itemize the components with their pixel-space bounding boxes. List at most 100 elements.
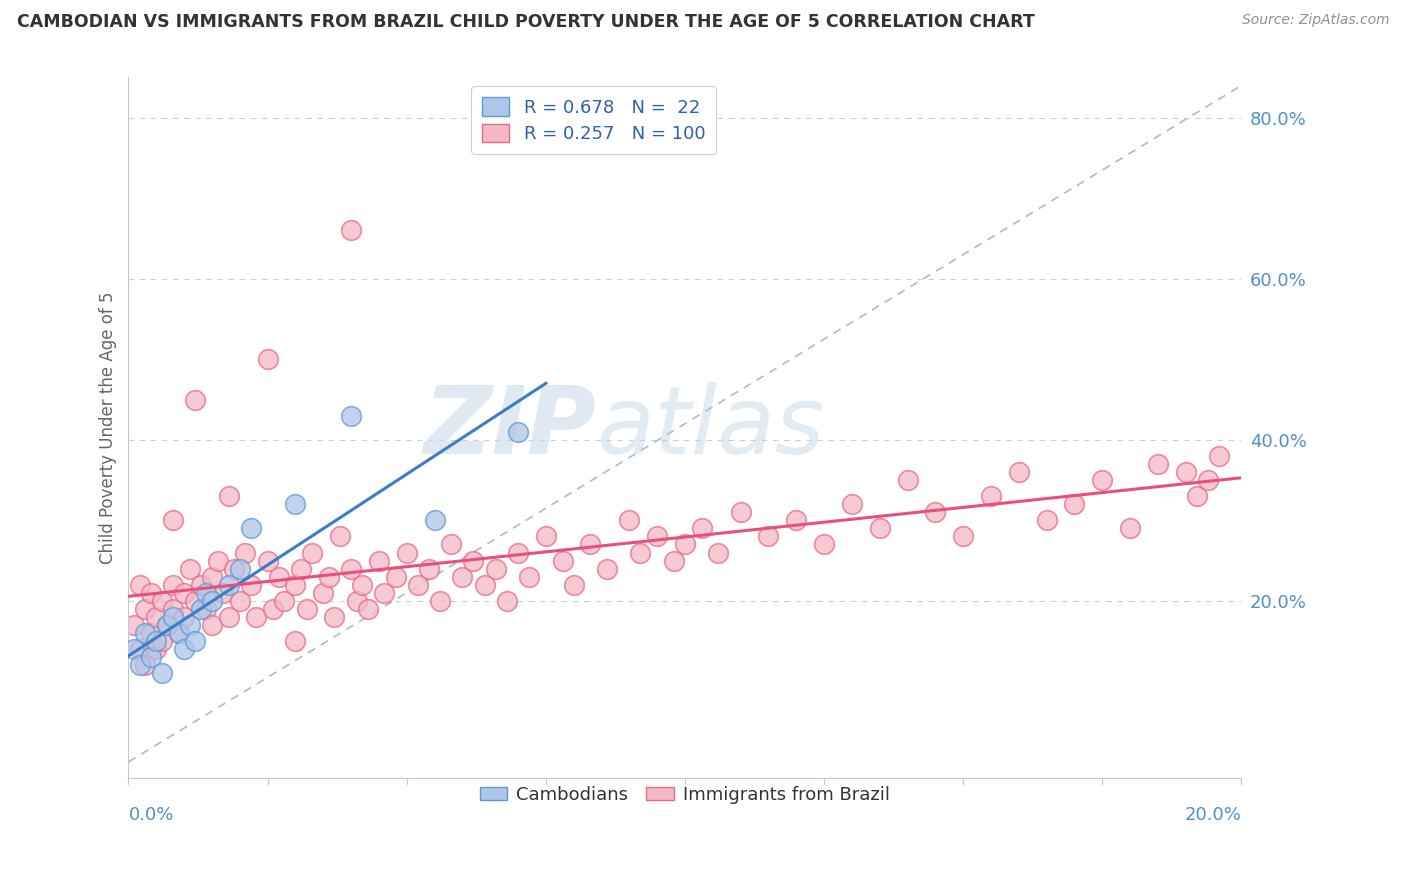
Point: [173, 642, 195, 657]
Point: [162, 610, 184, 624]
Point: [485, 561, 508, 575]
Point: [145, 610, 167, 624]
Point: [357, 602, 380, 616]
Point: [184, 594, 207, 608]
Point: [256, 553, 278, 567]
Point: [952, 529, 974, 543]
Point: [474, 578, 496, 592]
Point: [239, 521, 262, 535]
Point: [1035, 513, 1057, 527]
Point: [1197, 473, 1219, 487]
Point: [323, 610, 346, 624]
Point: [134, 658, 156, 673]
Point: [150, 594, 173, 608]
Point: [134, 626, 156, 640]
Point: [1091, 473, 1114, 487]
Point: [262, 602, 284, 616]
Point: [156, 618, 179, 632]
Point: [340, 561, 363, 575]
Point: [645, 529, 668, 543]
Point: [496, 594, 519, 608]
Point: [690, 521, 713, 535]
Point: [707, 545, 730, 559]
Point: [534, 529, 557, 543]
Text: ZIP: ZIP: [423, 382, 596, 474]
Point: [145, 634, 167, 648]
Point: [896, 473, 918, 487]
Point: [128, 658, 150, 673]
Point: [1008, 465, 1031, 479]
Point: [423, 513, 446, 527]
Point: [284, 497, 307, 511]
Point: [128, 642, 150, 657]
Point: [980, 489, 1002, 503]
Point: [395, 545, 418, 559]
Point: [145, 642, 167, 657]
Text: Source: ZipAtlas.com: Source: ZipAtlas.com: [1241, 13, 1389, 28]
Point: [201, 618, 224, 632]
Point: [167, 626, 190, 640]
Point: [329, 529, 352, 543]
Point: [451, 570, 474, 584]
Point: [122, 642, 145, 657]
Point: [162, 602, 184, 616]
Point: [1063, 497, 1085, 511]
Point: [233, 545, 256, 559]
Point: [218, 610, 240, 624]
Point: [284, 578, 307, 592]
Point: [579, 537, 602, 551]
Point: [179, 618, 201, 632]
Point: [924, 505, 946, 519]
Point: [162, 513, 184, 527]
Point: [673, 537, 696, 551]
Point: [628, 545, 651, 559]
Point: [301, 545, 323, 559]
Point: [785, 513, 807, 527]
Point: [619, 513, 641, 527]
Point: [150, 666, 173, 681]
Point: [1185, 489, 1208, 503]
Point: [367, 553, 389, 567]
Point: [173, 586, 195, 600]
Point: [218, 489, 240, 503]
Point: [256, 352, 278, 367]
Point: [1119, 521, 1142, 535]
Point: [869, 521, 891, 535]
Point: [150, 634, 173, 648]
Point: [662, 553, 685, 567]
Point: [1174, 465, 1197, 479]
Point: [312, 586, 335, 600]
Point: [1147, 457, 1170, 471]
Point: [190, 602, 212, 616]
Point: [352, 578, 374, 592]
Point: [179, 561, 201, 575]
Point: [517, 570, 540, 584]
Point: [195, 602, 218, 616]
Legend: Cambodians, Immigrants from Brazil: Cambodians, Immigrants from Brazil: [472, 779, 897, 811]
Point: [429, 594, 451, 608]
Point: [340, 223, 363, 237]
Point: [139, 626, 162, 640]
Point: [1208, 449, 1230, 463]
Point: [273, 594, 295, 608]
Point: [156, 618, 179, 632]
Point: [284, 634, 307, 648]
Point: [212, 586, 235, 600]
Point: [340, 409, 363, 423]
Point: [596, 561, 619, 575]
Point: [551, 553, 574, 567]
Point: [207, 553, 229, 567]
Text: atlas: atlas: [596, 383, 824, 474]
Point: [122, 618, 145, 632]
Point: [290, 561, 312, 575]
Point: [295, 602, 318, 616]
Point: [184, 392, 207, 407]
Point: [245, 610, 267, 624]
Text: 0.0%: 0.0%: [128, 806, 174, 824]
Point: [562, 578, 585, 592]
Point: [134, 602, 156, 616]
Point: [418, 561, 440, 575]
Point: [506, 545, 529, 559]
Text: CAMBODIAN VS IMMIGRANTS FROM BRAZIL CHILD POVERTY UNDER THE AGE OF 5 CORRELATION: CAMBODIAN VS IMMIGRANTS FROM BRAZIL CHIL…: [17, 13, 1035, 31]
Point: [506, 425, 529, 439]
